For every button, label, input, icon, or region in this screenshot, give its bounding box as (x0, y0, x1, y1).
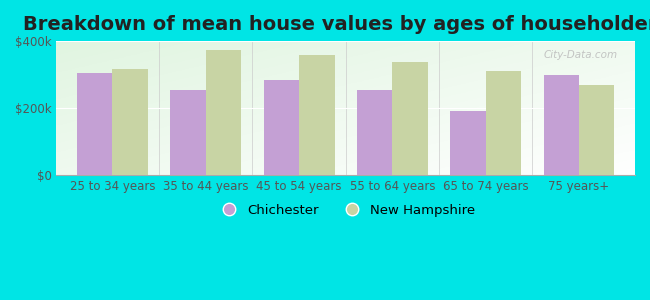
Bar (543, 75, 579, 175)
Bar (579, 85, 614, 175)
Text: City-Data.com: City-Data.com (543, 50, 618, 61)
Bar (170, 90, 206, 175)
Bar (112, 69, 148, 175)
Bar (393, 62, 428, 175)
Bar (77, 73, 112, 175)
Title: Breakdown of mean house values by ages of householders: Breakdown of mean house values by ages o… (23, 15, 650, 34)
Bar (357, 90, 393, 175)
Legend: Chichester, New Hampshire: Chichester, New Hampshire (211, 199, 481, 222)
Bar (206, 50, 241, 175)
Bar (264, 80, 299, 175)
Bar (486, 70, 521, 175)
Bar (450, 111, 486, 175)
Bar (299, 55, 335, 175)
